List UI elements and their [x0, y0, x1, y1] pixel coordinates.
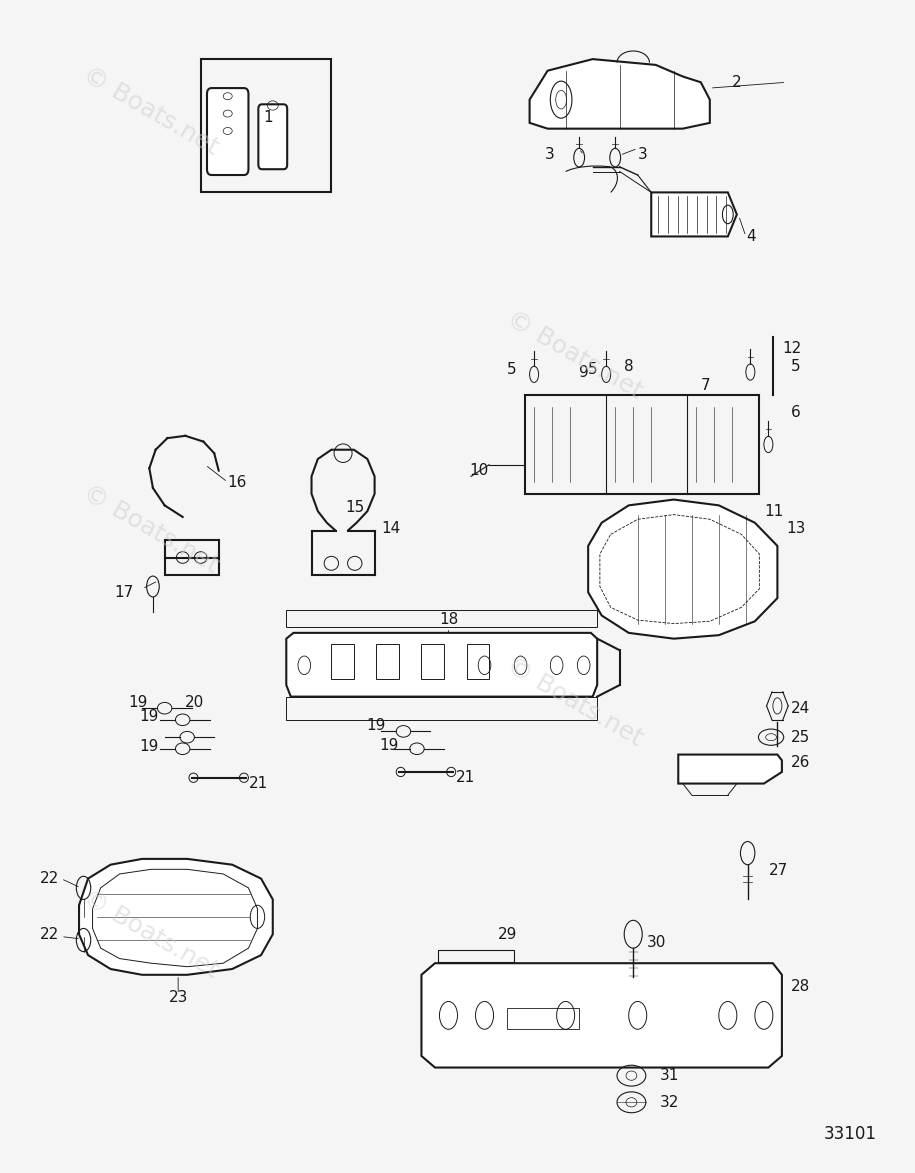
FancyBboxPatch shape — [258, 104, 287, 169]
Text: 21: 21 — [456, 771, 475, 785]
Text: 3: 3 — [545, 147, 554, 162]
Text: 28: 28 — [791, 979, 810, 994]
Text: 15: 15 — [345, 500, 364, 515]
Text: 26: 26 — [791, 755, 811, 771]
Text: 19: 19 — [366, 718, 385, 733]
Text: 23: 23 — [168, 990, 188, 1005]
Text: 19: 19 — [139, 739, 158, 754]
Text: 16: 16 — [228, 475, 247, 489]
Polygon shape — [588, 500, 778, 638]
Text: 4: 4 — [746, 229, 756, 244]
Text: 6: 6 — [791, 405, 801, 420]
Text: 12: 12 — [782, 341, 802, 357]
Text: 7: 7 — [701, 379, 710, 393]
Text: 14: 14 — [381, 521, 400, 536]
Polygon shape — [678, 754, 782, 784]
Text: 1: 1 — [264, 109, 273, 124]
Text: 27: 27 — [769, 863, 788, 877]
Text: 22: 22 — [40, 872, 59, 886]
Text: 24: 24 — [791, 700, 810, 716]
Text: 19: 19 — [380, 738, 399, 753]
FancyBboxPatch shape — [207, 88, 249, 175]
Polygon shape — [651, 192, 737, 237]
Text: 31: 31 — [661, 1069, 680, 1083]
Text: 21: 21 — [249, 777, 268, 791]
Text: 25: 25 — [791, 730, 810, 745]
Text: © Boats.net: © Boats.net — [79, 480, 223, 577]
Text: 33101: 33101 — [824, 1125, 877, 1143]
Polygon shape — [286, 633, 597, 697]
Text: 20: 20 — [186, 694, 205, 710]
Text: 19: 19 — [139, 708, 158, 724]
Text: © Boats.net: © Boats.net — [502, 306, 647, 404]
Text: 30: 30 — [647, 935, 666, 950]
Polygon shape — [79, 859, 273, 975]
Text: 19: 19 — [128, 694, 147, 710]
Text: 2: 2 — [732, 75, 742, 90]
Text: 32: 32 — [661, 1094, 680, 1110]
Text: 5: 5 — [506, 362, 516, 378]
Text: 11: 11 — [764, 503, 783, 518]
Text: © Boats.net: © Boats.net — [79, 62, 223, 160]
Text: 10: 10 — [469, 463, 489, 479]
Text: 17: 17 — [113, 585, 133, 599]
Text: 29: 29 — [499, 928, 518, 942]
Polygon shape — [530, 59, 710, 129]
Text: 9: 9 — [579, 365, 588, 380]
Text: 3: 3 — [638, 147, 648, 162]
Text: 5: 5 — [587, 362, 597, 378]
Text: 8: 8 — [624, 359, 633, 374]
Text: 22: 22 — [40, 927, 59, 942]
Text: © Boats.net: © Boats.net — [79, 886, 223, 983]
Text: © Boats.net: © Boats.net — [502, 653, 647, 751]
Polygon shape — [422, 963, 782, 1067]
Text: 18: 18 — [439, 612, 458, 628]
Text: 5: 5 — [791, 359, 801, 374]
Text: 13: 13 — [786, 521, 806, 536]
